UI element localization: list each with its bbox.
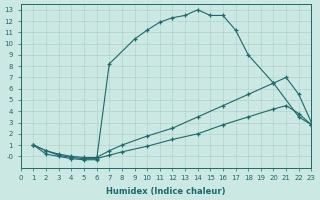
X-axis label: Humidex (Indice chaleur): Humidex (Indice chaleur) [106,187,226,196]
